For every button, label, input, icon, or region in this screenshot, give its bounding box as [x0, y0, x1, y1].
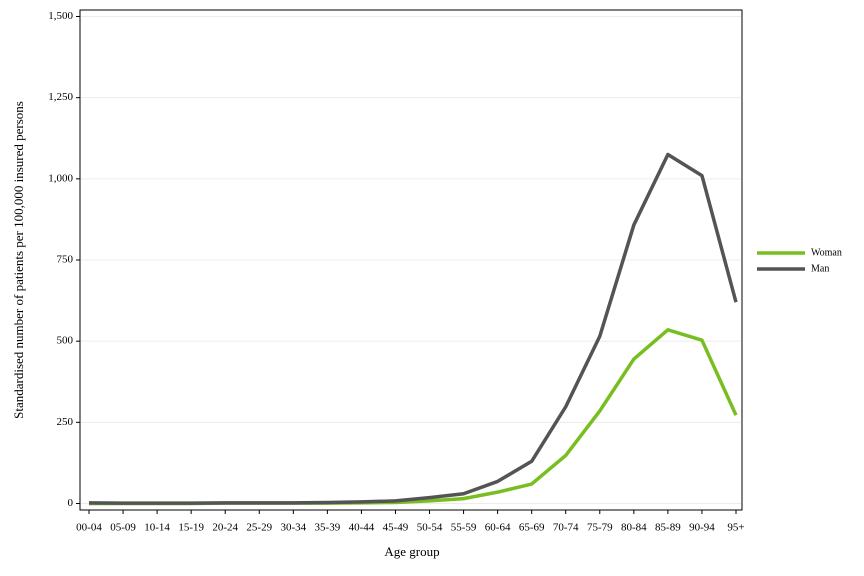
- y-tick-label: 0: [68, 497, 74, 509]
- x-tick-label: 10-14: [144, 522, 170, 534]
- line: [88, 152, 738, 505]
- y-tick-label: 1,500: [48, 10, 73, 22]
- x-tick-label: 90-94: [689, 522, 715, 534]
- x-tick-label: 60-64: [485, 522, 511, 534]
- legend-label: Woman: [811, 247, 842, 258]
- y-tick-label: 500: [57, 335, 74, 347]
- y-tick-label: 250: [57, 416, 74, 428]
- x-tick-label: 20-24: [212, 522, 238, 534]
- x-tick-label: 70-74: [553, 522, 579, 534]
- y-tick-label: 1,000: [48, 172, 73, 184]
- y-tick-label: 1,250: [48, 91, 73, 103]
- x-tick-label: 85-89: [655, 522, 681, 534]
- x-tick-label: 15-19: [178, 522, 204, 534]
- x-tick-label: 55-59: [451, 522, 477, 534]
- x-tick-label: 00-04: [76, 522, 102, 534]
- x-tick-label: 95+: [727, 522, 744, 534]
- x-tick-label: 80-84: [621, 522, 647, 534]
- x-tick-label: 30-34: [280, 522, 306, 534]
- y-tick-label: 750: [57, 254, 74, 266]
- legend-label: Man: [811, 263, 829, 274]
- line: [89, 328, 738, 506]
- y-axis-label: Standardised number of patients per 100,…: [11, 101, 26, 419]
- x-tick-label: 25-29: [246, 522, 272, 534]
- x-tick-label: 65-69: [519, 522, 545, 534]
- x-tick-label: 75-79: [587, 522, 613, 534]
- x-tick-label: 05-09: [110, 522, 136, 534]
- x-tick-label: 40-44: [349, 522, 375, 534]
- x-tick-label: 35-39: [315, 522, 341, 534]
- x-tick-label: 50-54: [417, 522, 443, 534]
- x-axis-label: Age group: [384, 544, 439, 559]
- x-tick-label: 45-49: [383, 522, 409, 534]
